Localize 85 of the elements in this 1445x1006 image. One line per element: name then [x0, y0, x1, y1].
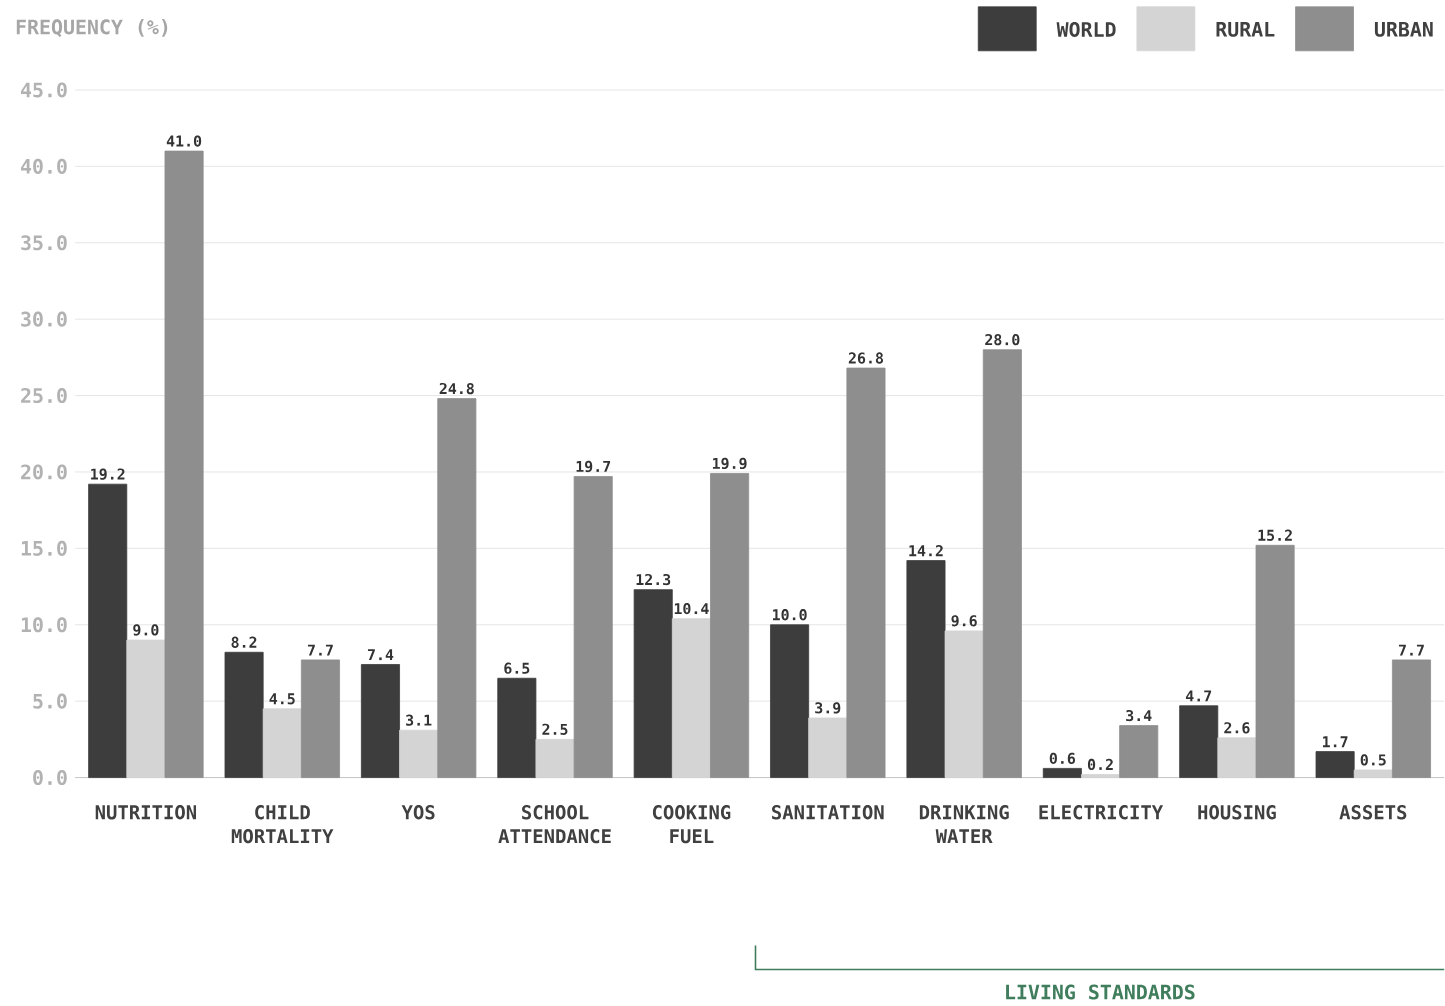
bar	[906, 560, 946, 778]
bar	[88, 483, 128, 778]
data-label: 0.2	[1087, 758, 1113, 771]
bar	[360, 664, 400, 778]
bar	[710, 473, 750, 778]
data-label: 41.0	[166, 135, 202, 147]
bar	[982, 349, 1022, 778]
bar	[1315, 751, 1355, 778]
text: LIVING STANDARDS	[1006, 984, 1195, 1000]
bar	[633, 589, 673, 778]
x-tick-label: COOKING FUEL	[652, 804, 731, 844]
data-label: 19.7	[576, 460, 611, 473]
bar	[497, 677, 537, 778]
data-label: 14.2	[909, 545, 943, 557]
data-label: 8.2	[231, 636, 257, 648]
data-label: 4.5	[269, 693, 295, 705]
data-label: 2.5	[542, 723, 568, 735]
data-label: 26.8	[848, 352, 884, 364]
bar	[126, 639, 166, 778]
data-label: 24.8	[439, 382, 474, 395]
bar	[573, 476, 613, 778]
legend-label: RURAL	[1216, 21, 1275, 37]
data-label: 9.0	[133, 624, 159, 636]
data-label: 7.7	[1398, 644, 1424, 656]
bar	[1081, 774, 1121, 778]
x-tick-label: ELECTRICITY	[1039, 804, 1164, 820]
y-tick-label: 25.0	[21, 387, 67, 403]
data-label: 1.7	[1322, 736, 1348, 748]
bar	[224, 651, 264, 778]
bar	[1353, 769, 1393, 778]
bar	[300, 659, 340, 778]
bar	[1042, 767, 1082, 778]
data-label: 3.1	[406, 714, 432, 726]
y-tick-label: 40.0	[20, 158, 67, 174]
data-label: 3.9	[815, 702, 841, 714]
data-label: 0.5	[1360, 754, 1386, 766]
data-label: 15.2	[1258, 529, 1292, 541]
x-tick-label: ASSETS	[1339, 804, 1407, 820]
y-tick-label: 35.0	[21, 235, 67, 251]
bar	[1217, 737, 1257, 778]
legend-label: URBAN	[1374, 21, 1433, 37]
bar	[1119, 725, 1159, 778]
x-tick-label: YOS	[401, 804, 435, 820]
data-label: 19.9	[712, 457, 747, 469]
x-tick-label: SCHOOL ATTENDANCE	[498, 804, 611, 844]
x-tick-label: SANITATION	[772, 804, 884, 820]
data-label: 0.6	[1049, 752, 1076, 764]
bar	[262, 708, 302, 778]
bar	[1179, 705, 1219, 778]
x-tick-label: HOUSING	[1198, 804, 1276, 820]
bar	[1391, 659, 1431, 778]
x-tick-label: NUTRITION	[95, 804, 197, 820]
y-tick-label: 10.0	[21, 617, 67, 633]
bar	[846, 367, 886, 778]
data-label: 19.2	[91, 468, 125, 480]
data-label: 10.4	[674, 602, 709, 615]
legend-label: WORLD	[1056, 21, 1116, 37]
x-tick-label: CHILD MORTALITY	[231, 804, 334, 844]
data-label: 2.6	[1224, 722, 1250, 734]
bar	[1255, 544, 1295, 778]
data-label: 9.6	[951, 615, 977, 627]
bar	[399, 729, 439, 778]
x-tick-label: DRINKING WATER	[919, 804, 1009, 843]
data-label: 12.3	[636, 573, 671, 586]
bar	[770, 624, 810, 778]
data-label: 3.4	[1126, 709, 1152, 722]
data-label: 6.5	[504, 662, 530, 674]
y-tick-label: 45.0	[20, 82, 67, 98]
y-tick-label: 30.0	[21, 311, 67, 327]
y-tick-label: 0.0	[33, 769, 67, 786]
y-axis-title: FREQUENCY (%)	[16, 18, 168, 37]
data-label: 7.4	[367, 649, 394, 661]
bar	[535, 738, 575, 778]
data-label: 10.0	[772, 608, 807, 621]
bar	[164, 150, 204, 778]
bar	[437, 398, 477, 778]
data-label: 7.7	[307, 644, 333, 656]
bar	[944, 630, 984, 778]
data-label: 4.7	[1185, 690, 1212, 702]
data-label: 28.0	[985, 333, 1020, 346]
y-tick-label: 15.0	[21, 540, 67, 556]
y-tick-label: 5.0	[33, 693, 67, 709]
bar	[808, 717, 848, 778]
bar	[671, 618, 711, 778]
y-tick-label: 20.0	[21, 464, 67, 480]
